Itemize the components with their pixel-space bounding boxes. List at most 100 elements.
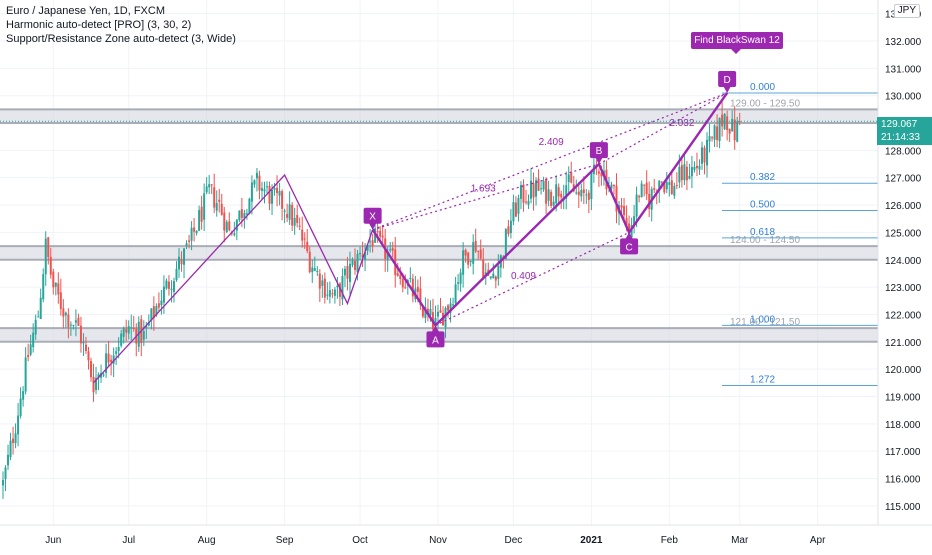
candle-body — [399, 275, 402, 280]
candle-body — [404, 287, 407, 289]
candle-body — [331, 293, 334, 295]
candle-body — [333, 289, 336, 296]
candle-body — [633, 216, 636, 226]
indicator-harmonic[interactable]: Harmonic auto-detect [PRO] (3, 30, 2) — [6, 19, 192, 31]
x-tick-label: Jul — [122, 535, 135, 546]
candle-body — [381, 235, 384, 238]
candle-body — [467, 252, 470, 265]
candle-body — [147, 322, 150, 326]
candle-body — [105, 353, 108, 374]
candle-body — [386, 252, 389, 260]
y-tick-label: 117.000 — [885, 447, 921, 458]
candle-body — [494, 276, 497, 281]
candle-body — [582, 189, 585, 194]
candle-body — [728, 128, 731, 134]
candle-body — [162, 286, 165, 303]
candle-body — [273, 188, 276, 190]
candle-body — [90, 361, 93, 378]
pattern-marker — [426, 331, 445, 348]
candle-body — [195, 230, 198, 234]
candle-body — [112, 355, 115, 364]
candle-body — [547, 189, 550, 201]
candle-body — [396, 273, 399, 276]
candle-body — [178, 256, 181, 270]
candle-body — [698, 165, 701, 170]
candle-body — [22, 391, 25, 400]
y-tick-label: 127.000 — [885, 174, 922, 185]
candle-body — [183, 248, 186, 265]
candle-body — [366, 244, 369, 251]
x-tick-label: Aug — [198, 535, 216, 546]
candle-body — [454, 284, 457, 303]
candle-body — [167, 281, 170, 289]
candle-body — [74, 320, 77, 323]
candle-body — [693, 166, 696, 170]
candle-body — [416, 286, 419, 292]
candle-body — [205, 186, 208, 193]
candle-body — [585, 194, 588, 196]
candle-body — [84, 344, 87, 351]
candle-body — [102, 374, 105, 376]
candle-body — [95, 377, 98, 390]
candle-body — [238, 210, 241, 221]
candle-body — [190, 227, 193, 241]
candle-body — [535, 180, 538, 197]
candle-body — [311, 267, 314, 273]
y-tick-label: 132.000 — [885, 37, 922, 48]
candle-body — [308, 251, 311, 272]
y-tick-label: 124.000 — [885, 256, 922, 267]
y-tick-label: 123.000 — [885, 283, 922, 294]
candle-body — [286, 213, 289, 218]
ratio-label: 2.409 — [539, 137, 564, 148]
candle-body — [449, 303, 452, 313]
candle-body — [188, 240, 191, 242]
candle-body — [356, 253, 359, 272]
candle-body — [157, 303, 160, 308]
candle-body — [69, 324, 72, 326]
ratio-label: 0.409 — [511, 271, 536, 282]
candle-body — [14, 433, 17, 444]
candle-body — [97, 374, 100, 378]
candle-body — [145, 326, 148, 329]
candle-body — [560, 193, 563, 198]
candle-body — [110, 359, 113, 363]
symbol-title[interactable]: Euro / Japanese Yen, 1D, FXCM — [6, 5, 165, 17]
candle-body — [369, 241, 372, 243]
candle-body — [306, 241, 309, 251]
candle-body — [193, 227, 196, 232]
currency-badge[interactable]: JPY — [893, 4, 920, 18]
candle-body — [72, 324, 75, 326]
find-blackswan-button[interactable]: Find BlackSwan 12 — [691, 32, 783, 54]
candle-body — [587, 192, 590, 200]
candle-body — [32, 332, 35, 348]
candle-body — [348, 263, 351, 283]
candle-body — [260, 188, 263, 191]
pattern-point-label: A — [432, 335, 439, 346]
candle-body — [37, 316, 40, 318]
earlier-pattern-line — [93, 173, 374, 384]
candle-body — [220, 203, 223, 215]
candle-body — [130, 327, 133, 329]
candle-body — [42, 274, 45, 300]
fib-level-label: 1.000 — [750, 314, 775, 325]
candle-body — [4, 467, 7, 479]
candle-body — [281, 191, 284, 209]
candle-body — [82, 342, 85, 344]
candle-body — [170, 288, 173, 291]
candle-body — [537, 178, 540, 191]
candle-body — [59, 292, 62, 309]
candle-body — [47, 237, 50, 257]
indicator-sr-zone[interactable]: Support/Resistance Zone auto-detect (3, … — [6, 33, 236, 45]
y-tick-label: 118.000 — [885, 420, 921, 431]
candle-body — [27, 354, 30, 358]
candle-body — [263, 189, 266, 192]
candle-body — [713, 125, 716, 140]
y-tick-label: 128.000 — [885, 146, 922, 157]
candle-body — [504, 229, 507, 260]
candle-body — [87, 351, 90, 361]
candle-body — [630, 225, 633, 238]
candle-body — [203, 193, 206, 220]
candle-body — [235, 219, 238, 231]
